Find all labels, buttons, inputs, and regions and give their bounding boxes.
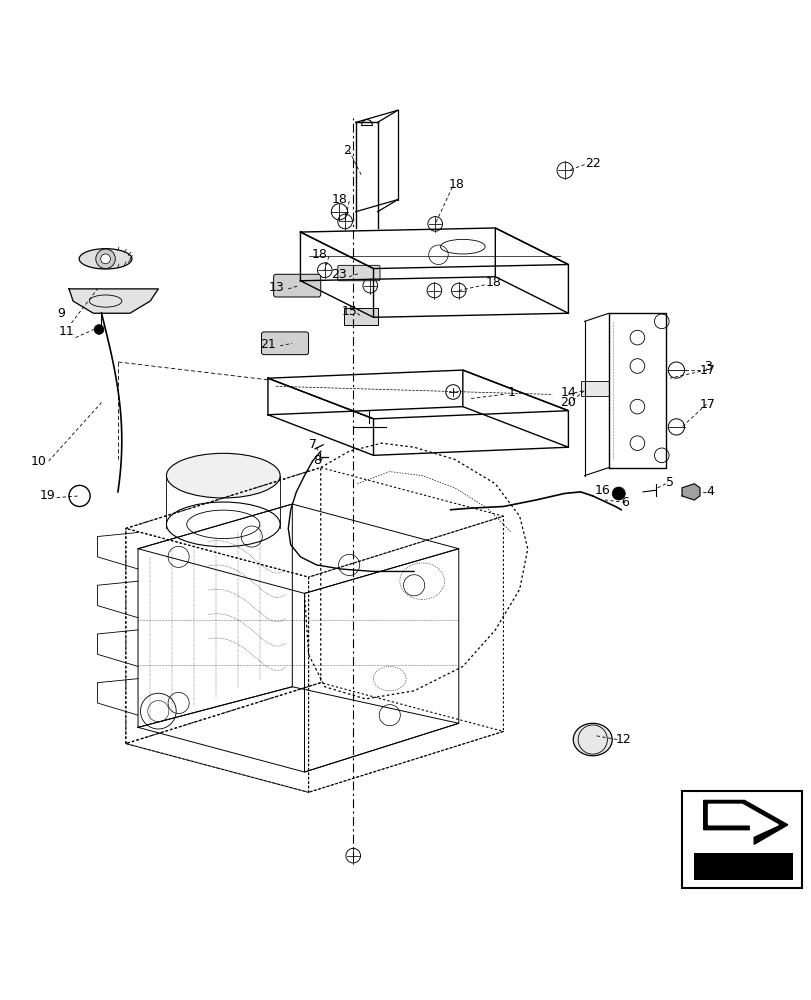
Text: 16: 16: [594, 484, 610, 497]
Text: 19: 19: [39, 489, 55, 502]
FancyBboxPatch shape: [337, 265, 380, 281]
Text: 8: 8: [312, 454, 320, 467]
Text: 22: 22: [584, 157, 600, 170]
Text: 2: 2: [342, 144, 350, 157]
Polygon shape: [681, 484, 699, 500]
FancyBboxPatch shape: [261, 332, 308, 355]
Text: 11: 11: [58, 325, 75, 338]
Text: 6: 6: [620, 496, 629, 509]
Circle shape: [96, 249, 115, 269]
Text: 15: 15: [341, 305, 357, 318]
Text: 10: 10: [31, 455, 47, 468]
Text: 4: 4: [706, 485, 714, 498]
Polygon shape: [69, 289, 158, 313]
Text: 14: 14: [560, 386, 576, 399]
Polygon shape: [708, 804, 777, 837]
Text: 18: 18: [331, 193, 347, 206]
Text: 23: 23: [331, 268, 347, 281]
Text: 1: 1: [507, 386, 515, 399]
Text: 17: 17: [699, 364, 715, 377]
Ellipse shape: [79, 249, 131, 269]
FancyBboxPatch shape: [273, 274, 320, 297]
Text: 3: 3: [703, 360, 711, 373]
Ellipse shape: [573, 723, 611, 756]
Polygon shape: [703, 800, 787, 844]
Text: 13: 13: [268, 281, 284, 294]
Text: 18: 18: [448, 178, 464, 191]
Circle shape: [611, 487, 624, 500]
Text: 20: 20: [560, 396, 576, 409]
Text: 7: 7: [308, 438, 316, 451]
Text: 18: 18: [485, 276, 501, 289]
FancyBboxPatch shape: [580, 381, 608, 396]
Text: 5: 5: [665, 476, 673, 489]
Text: 17: 17: [699, 398, 715, 411]
Circle shape: [94, 325, 104, 334]
Ellipse shape: [166, 453, 280, 498]
Circle shape: [101, 254, 110, 264]
FancyBboxPatch shape: [344, 308, 378, 325]
Text: 21: 21: [260, 338, 276, 351]
Bar: [693, 853, 792, 880]
Text: 12: 12: [615, 733, 631, 746]
Text: 9: 9: [57, 307, 65, 320]
Text: 18: 18: [311, 248, 327, 261]
Bar: [681, 791, 801, 888]
